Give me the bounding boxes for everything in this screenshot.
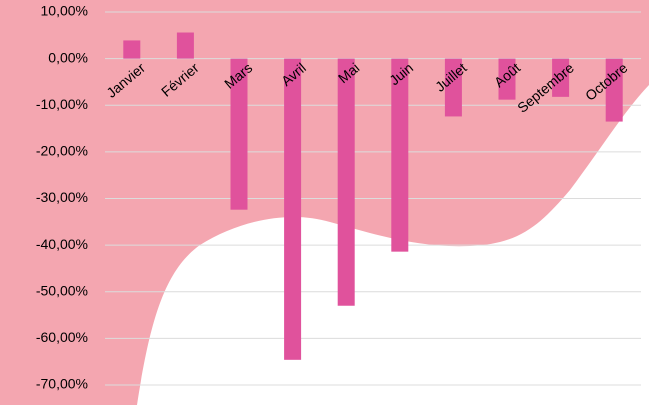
bar <box>230 58 248 210</box>
bar <box>605 58 623 122</box>
bar <box>284 58 302 360</box>
bar <box>391 58 409 252</box>
y-tick-label: -20,00% <box>36 143 88 159</box>
y-tick-label: -30,00% <box>36 189 88 205</box>
y-tick-label: -50,00% <box>36 282 88 298</box>
bar <box>552 58 570 97</box>
y-tick-label: 0,00% <box>48 49 88 65</box>
y-tick-label: -70,00% <box>36 376 88 392</box>
bar <box>337 58 355 306</box>
y-tick-label: -40,00% <box>36 236 88 252</box>
y-tick-label: -10,00% <box>36 96 88 112</box>
bar <box>123 40 141 59</box>
y-tick-label: -60,00% <box>36 329 88 345</box>
bar <box>176 32 194 59</box>
y-tick-label: 10,00% <box>41 3 88 19</box>
bar <box>444 58 462 117</box>
bar <box>498 58 516 100</box>
